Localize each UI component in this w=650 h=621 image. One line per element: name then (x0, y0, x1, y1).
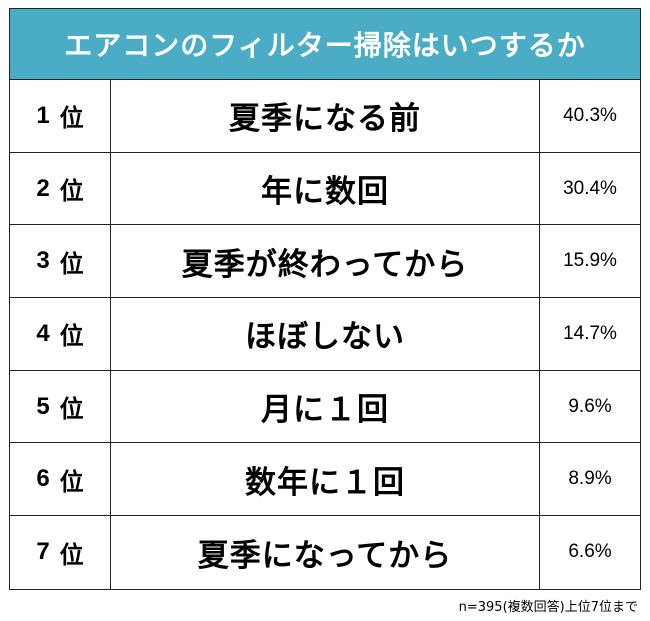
rank-number: 1 (36, 101, 50, 129)
answer-cell: 夏季になってから (111, 516, 540, 589)
percent-cell: 6.6% (568, 541, 612, 563)
table-title: エアコンのフィルター掃除はいつするか (10, 9, 640, 80)
answer-cell: 夏季になる前 (111, 80, 540, 152)
rank-suffix: 位 (59, 177, 84, 206)
percent-cell: 9.6% (568, 395, 612, 417)
answer-cell: ほぼしない (111, 298, 540, 370)
percent-cell: 14.7% (563, 322, 617, 344)
rank-suffix: 位 (59, 540, 84, 569)
rank-number: 7 (36, 538, 50, 566)
rank-suffix: 位 (59, 395, 84, 424)
rank-suffix: 位 (59, 249, 84, 278)
percent-cell: 30.4% (563, 177, 617, 199)
rank-number: 5 (36, 392, 50, 420)
rank-suffix: 位 (59, 467, 84, 496)
answer-cell: 年に数回 (111, 152, 540, 225)
percent-cell: 15.9% (563, 250, 617, 272)
rank-number: 2 (36, 174, 50, 202)
percent-cell: 40.3% (563, 104, 617, 126)
answer-cell: 月に１回 (111, 370, 540, 443)
sample-note: n=395(複数回答)上位7位まで (458, 600, 638, 615)
rank-number: 4 (36, 319, 50, 347)
rank-number: 6 (36, 465, 50, 493)
rank-number: 3 (36, 247, 50, 275)
rank-suffix: 位 (59, 322, 84, 351)
rank-suffix: 位 (59, 104, 84, 133)
answer-cell: 数年に１回 (111, 443, 540, 516)
answer-cell: 夏季が終わってから (111, 225, 540, 298)
percent-cell: 8.9% (568, 468, 612, 490)
